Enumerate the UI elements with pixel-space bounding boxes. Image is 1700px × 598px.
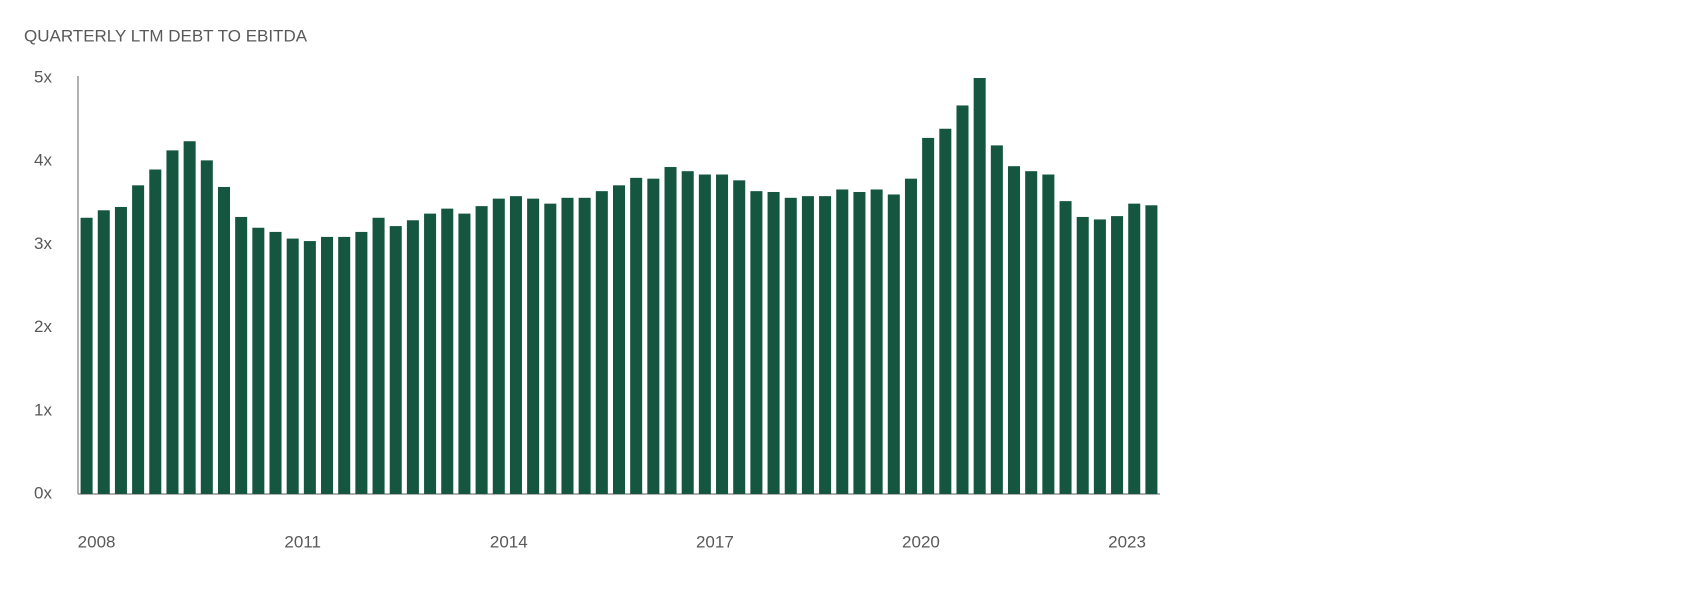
y-tick-label: 5x xyxy=(34,67,52,86)
bar xyxy=(217,186,230,494)
bar xyxy=(321,236,334,495)
bar xyxy=(681,171,694,494)
bar xyxy=(956,105,969,495)
bar xyxy=(784,197,797,495)
bar xyxy=(424,213,437,494)
bar xyxy=(578,197,591,495)
bar xyxy=(441,208,454,494)
bar xyxy=(1025,171,1038,494)
bar xyxy=(922,137,935,495)
bar xyxy=(904,178,917,494)
bar xyxy=(630,177,643,494)
bar xyxy=(664,167,677,495)
bar xyxy=(389,226,402,494)
bar xyxy=(509,196,522,495)
bar xyxy=(1145,205,1158,494)
bar xyxy=(1042,174,1055,494)
bar xyxy=(1111,216,1124,494)
bar xyxy=(939,128,952,494)
bar xyxy=(1093,219,1106,494)
bar xyxy=(475,206,488,495)
bar xyxy=(114,206,127,494)
bar xyxy=(733,180,746,494)
bar xyxy=(1076,216,1089,494)
x-tick-label: 2008 xyxy=(78,532,116,551)
bar xyxy=(458,213,471,494)
bar xyxy=(235,216,248,494)
bar xyxy=(80,217,93,494)
y-tick-label: 3x xyxy=(34,234,52,253)
bar xyxy=(527,198,540,494)
bar xyxy=(252,227,265,494)
bar xyxy=(372,217,385,494)
bar xyxy=(595,191,608,495)
bar xyxy=(1128,203,1141,494)
bar xyxy=(183,141,196,494)
bar xyxy=(1059,201,1072,495)
bar xyxy=(303,241,316,494)
bar xyxy=(698,174,711,494)
bar xyxy=(836,189,849,494)
bar xyxy=(853,191,866,494)
bar xyxy=(355,231,368,495)
x-tick-label: 2014 xyxy=(490,532,528,551)
y-tick-label: 2x xyxy=(34,317,52,336)
bar xyxy=(149,169,162,494)
y-tick-label: 4x xyxy=(34,151,52,170)
y-tick-label: 1x xyxy=(34,400,52,419)
bar xyxy=(887,194,900,495)
bar xyxy=(870,189,883,494)
x-tick-label: 2023 xyxy=(1108,532,1146,551)
bar xyxy=(801,196,814,495)
bar xyxy=(1008,166,1021,494)
x-tick-label: 2017 xyxy=(696,532,734,551)
chart-title: QUARTERLY LTM DEBT TO EBITDA xyxy=(24,26,308,45)
bar xyxy=(612,185,626,494)
bar xyxy=(132,185,145,494)
bar xyxy=(990,145,1003,494)
bar xyxy=(647,178,660,494)
bar xyxy=(544,203,557,494)
bar xyxy=(286,238,299,494)
bar xyxy=(973,78,986,494)
bar xyxy=(166,150,179,494)
bar xyxy=(492,198,505,494)
bar xyxy=(716,174,729,494)
bar xyxy=(97,210,110,494)
bar xyxy=(561,197,574,495)
bar xyxy=(750,191,763,495)
bar xyxy=(200,160,213,495)
bar xyxy=(338,236,351,495)
bar xyxy=(767,191,780,494)
bar xyxy=(269,231,282,495)
bar xyxy=(406,220,419,494)
bar xyxy=(819,196,832,495)
y-tick-label: 0x xyxy=(34,483,52,502)
x-tick-label: 2011 xyxy=(284,532,321,551)
x-tick-label: 2020 xyxy=(902,532,940,551)
